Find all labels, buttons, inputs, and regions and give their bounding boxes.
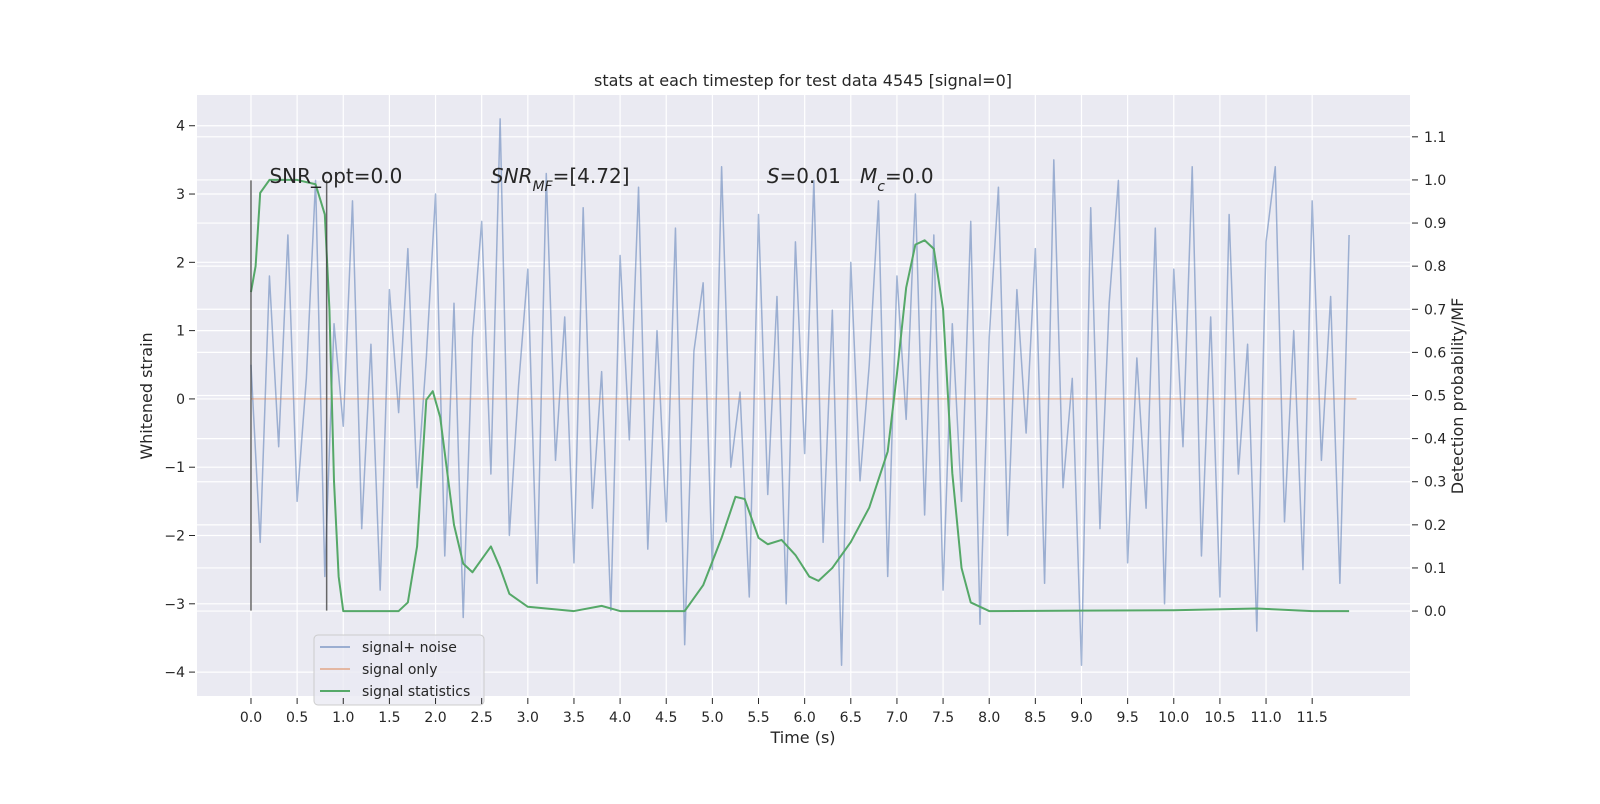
y-tick-label: 2 (176, 255, 185, 271)
y2-tick-label: 0.9 (1424, 216, 1446, 232)
annotation-part: =0.0 (885, 164, 934, 188)
y-tick-label: −2 (164, 529, 185, 545)
grid (197, 95, 1410, 696)
y2-tick-label: 0.1 (1424, 561, 1446, 577)
x-tick-label: 8.5 (1024, 710, 1046, 726)
legend: signal+ noise signal only signal statistic… (313, 634, 485, 706)
x-tick-label: 1.5 (378, 710, 400, 726)
annotation-part: MF (532, 179, 553, 195)
y-tick-label: −4 (164, 665, 185, 681)
x-tick-label: 5.0 (701, 710, 723, 726)
x-tick-label: 5.5 (747, 710, 769, 726)
annotation: SNRMF=[4.72] (491, 164, 630, 195)
x-tick-label: 11.5 (1297, 710, 1328, 726)
y-tick-label: 0 (176, 392, 185, 408)
x-tick-label: 7.0 (886, 710, 908, 726)
x-axis-label: Time (s) (769, 728, 835, 747)
y-tick-label: −1 (164, 460, 185, 476)
x-tick-label: 3.5 (563, 710, 585, 726)
x-tick-label: 10.5 (1204, 710, 1235, 726)
annotation-part: =[4.72] (553, 164, 630, 188)
y2-tick-label: 0.6 (1424, 345, 1446, 361)
y2-tick-label: 0.3 (1424, 475, 1446, 491)
x-tick-label: 2.5 (471, 710, 493, 726)
annotation-part: M (860, 164, 877, 188)
y-tick-label: 4 (176, 119, 185, 135)
y2-axis-label: Detection probability/MF (1448, 298, 1467, 495)
x-tick-label: 4.0 (609, 710, 631, 726)
x-tick-label: 10.0 (1158, 710, 1189, 726)
annotation-part: c (877, 179, 885, 195)
annotation-part: =0.01 (780, 164, 841, 188)
x-tick-label: 6.5 (840, 710, 862, 726)
legend-box (313, 634, 485, 706)
x-tick-label: 1.0 (332, 710, 354, 726)
y-axis-label: Whitened strain (137, 332, 156, 459)
x-tick-label: 9.5 (1116, 710, 1138, 726)
y2-tick-label: 0.8 (1424, 259, 1446, 275)
x-tick-label: 6.0 (794, 710, 816, 726)
annotation-part: S (767, 164, 780, 188)
y-tick-label: 1 (176, 324, 185, 340)
y-tick-label: 3 (176, 187, 185, 203)
x-tick-label: 4.5 (655, 710, 677, 726)
legend-label: signal only (362, 662, 437, 678)
marks (249, 118, 1357, 667)
x-tick-label: 3.0 (517, 710, 539, 726)
y2-tick-label: 0.5 (1424, 389, 1446, 405)
legend-label: signal statistics (362, 684, 470, 700)
legend-label: signal+ noise (362, 640, 457, 656)
annotation: S=0.01 (767, 164, 841, 188)
y2-tick-label: 0.4 (1424, 432, 1446, 448)
y2-tick-label: 1.1 (1424, 130, 1446, 146)
annotation-part: SNR (491, 164, 533, 188)
x-tick-label: 0.5 (286, 710, 308, 726)
y2-tick-label: 0.0 (1424, 604, 1446, 620)
chart-title: stats at each timestep for test data 454… (594, 71, 1012, 90)
series-line (250, 118, 1350, 667)
x-tick-label: 8.0 (978, 710, 1000, 726)
annotation-part: SNR_opt=0.0 (269, 164, 402, 188)
x-tick-label: 2.0 (424, 710, 446, 726)
annotation: SNR_opt=0.0 (269, 164, 402, 188)
x-tick-label: 0.0 (240, 710, 262, 726)
y2-tick-label: 1.0 (1424, 173, 1446, 189)
x-tick-label: 11.0 (1250, 710, 1281, 726)
y-tick-label: −3 (164, 597, 185, 613)
annotation: Mc=0.0 (860, 164, 934, 195)
y2-tick-label: 0.7 (1424, 302, 1446, 318)
y2-tick-label: 0.2 (1424, 518, 1446, 534)
x-tick-label: 7.5 (932, 710, 954, 726)
x-tick-label: 9.0 (1070, 710, 1092, 726)
series-line (249, 178, 1350, 613)
